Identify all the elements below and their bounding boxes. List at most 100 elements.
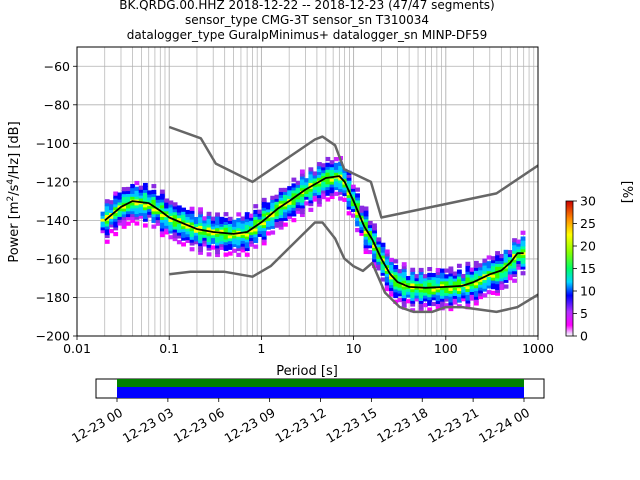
histogram-cell xyxy=(185,233,191,238)
histogram-cell xyxy=(448,272,454,277)
histogram-cell xyxy=(444,294,450,299)
histogram-cell xyxy=(299,212,305,218)
histogram-cell xyxy=(499,259,505,264)
histogram-cell xyxy=(418,293,424,299)
histogram-cell xyxy=(215,215,220,220)
histogram-cell xyxy=(325,165,331,170)
histogram-cell xyxy=(384,252,390,257)
histogram-cell xyxy=(456,286,462,292)
histogram-cell xyxy=(410,299,416,304)
histogram-cell xyxy=(308,167,314,172)
histogram-cell xyxy=(401,302,407,307)
histogram-cell xyxy=(206,211,212,216)
histogram-cell xyxy=(389,286,394,291)
histogram-cell xyxy=(134,209,140,215)
histogram-cell xyxy=(520,253,526,259)
histogram-cell xyxy=(189,229,195,235)
histogram-cell xyxy=(342,177,348,182)
histogram-cell xyxy=(495,291,500,296)
histogram-cell xyxy=(232,237,237,242)
histogram-cell xyxy=(134,198,140,203)
histogram-cell xyxy=(249,213,254,218)
histogram-cell xyxy=(448,266,454,271)
histogram-cell xyxy=(104,210,110,215)
histogram-cell xyxy=(482,264,488,269)
histogram-cell xyxy=(295,209,301,214)
histogram-cell xyxy=(198,207,203,212)
histogram-cell xyxy=(181,227,186,233)
histogram-cell xyxy=(113,197,119,202)
histogram-cell xyxy=(469,293,475,298)
histogram-cell xyxy=(142,194,148,199)
histogram-cell xyxy=(164,218,170,223)
histogram-cell xyxy=(159,230,165,235)
histogram-cell xyxy=(172,231,178,236)
histogram-cell xyxy=(113,211,119,216)
histogram-cell xyxy=(138,202,144,208)
histogram-cell xyxy=(389,283,394,289)
histogram-cell xyxy=(189,206,195,211)
histogram-cell xyxy=(410,302,416,307)
curves xyxy=(104,125,538,314)
histogram-cell xyxy=(274,200,280,205)
histogram-cell xyxy=(490,285,496,290)
histogram-cell xyxy=(240,216,246,221)
histogram-cell xyxy=(215,235,220,240)
time-tick-label: 12-23 03 xyxy=(120,405,176,446)
histogram-cell xyxy=(418,296,424,301)
histogram-cell xyxy=(168,206,174,211)
histogram-cell xyxy=(266,202,271,207)
histogram-cell xyxy=(266,211,271,216)
histogram-cell xyxy=(355,199,360,204)
histogram-cell xyxy=(401,293,407,299)
histogram-cell xyxy=(363,229,369,234)
x-tick-label: 10 xyxy=(346,341,362,356)
histogram-cell xyxy=(244,235,250,240)
histogram-cell xyxy=(435,279,441,284)
histogram-cell xyxy=(202,236,208,241)
y-tick-label: −120 xyxy=(36,174,70,189)
histogram-cell xyxy=(142,211,148,217)
histogram-cell xyxy=(363,209,369,214)
histogram-cell xyxy=(465,270,471,275)
histogram-cell xyxy=(516,245,522,250)
histogram-cell xyxy=(295,183,301,188)
histogram-cell xyxy=(270,201,276,206)
histogram-cell xyxy=(155,212,161,218)
histogram-cell xyxy=(198,221,203,226)
histogram-cell xyxy=(355,204,360,210)
histogram-cell xyxy=(253,238,259,243)
histogram-cell xyxy=(266,222,271,227)
histogram-cell xyxy=(325,185,331,191)
histogram-cell xyxy=(312,171,318,176)
histogram-cell xyxy=(299,169,305,174)
histogram-cell xyxy=(109,220,114,225)
histogram-cell xyxy=(202,224,208,230)
histogram-cell xyxy=(495,279,500,285)
histogram-cell xyxy=(333,165,339,170)
histogram-cell xyxy=(473,289,479,294)
histogram-cell xyxy=(138,194,144,199)
y-tick-label: −200 xyxy=(36,329,70,344)
histogram-cell xyxy=(172,213,178,219)
histogram-cell xyxy=(223,252,229,257)
histogram-cell xyxy=(198,250,203,255)
histogram-cell xyxy=(291,203,297,208)
histogram-cell xyxy=(219,245,225,250)
colorbar-tick-label: 20 xyxy=(580,239,596,254)
histogram-cell xyxy=(181,210,186,215)
histogram-cell xyxy=(291,177,297,182)
histogram-cell xyxy=(448,301,454,306)
histogram-cell xyxy=(333,171,339,176)
histogram-cell xyxy=(244,212,250,217)
histogram-cell xyxy=(473,281,479,286)
histogram-cell xyxy=(287,206,293,211)
histogram-cell xyxy=(507,273,513,278)
histogram-cell xyxy=(435,291,441,296)
histogram-cell xyxy=(172,219,178,224)
histogram-cell xyxy=(389,269,394,274)
histogram-cell xyxy=(278,210,284,216)
histogram-cell xyxy=(418,279,424,284)
histogram-cell xyxy=(159,215,165,220)
histogram-cell xyxy=(414,294,420,299)
